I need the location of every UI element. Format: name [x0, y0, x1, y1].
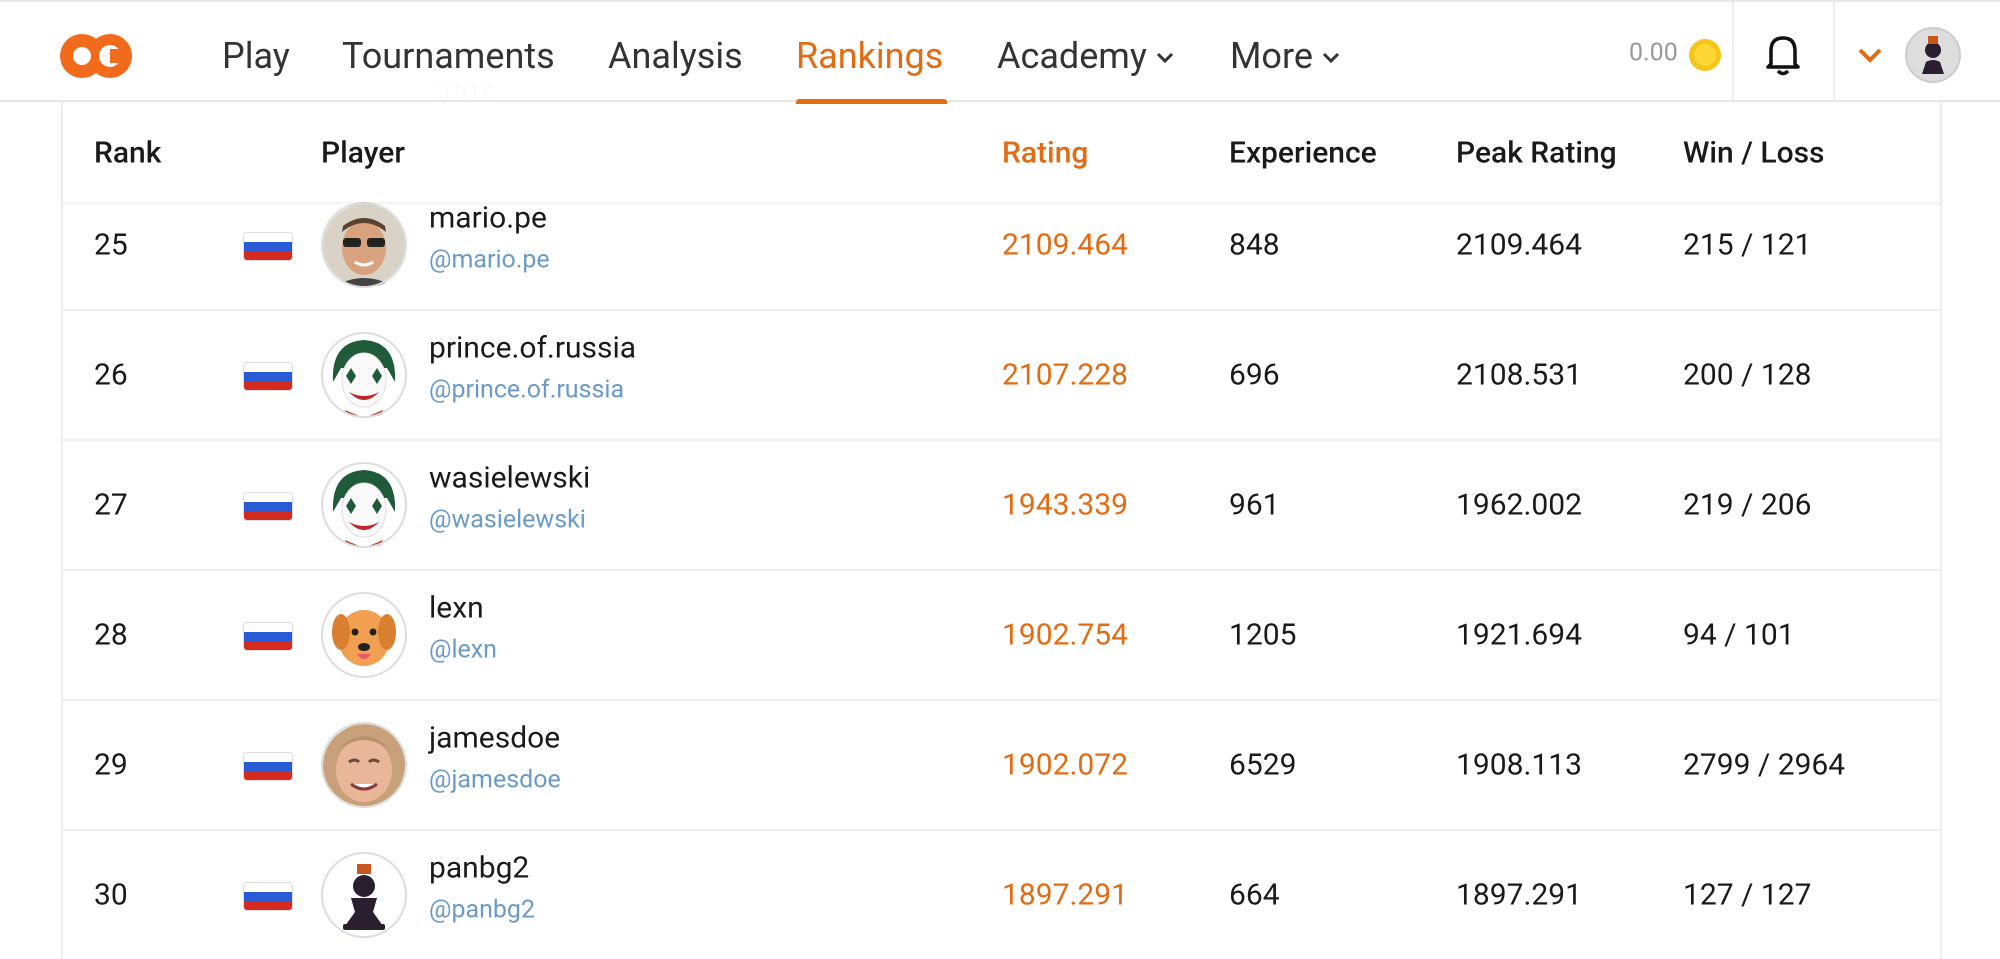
win-loss: 215 / 121	[1683, 227, 1812, 263]
flag	[244, 623, 292, 650]
nav-link[interactable]: Rankings	[796, 35, 944, 77]
player-handle[interactable]: @mario.pe	[429, 245, 550, 275]
experience: 961	[1229, 487, 1280, 523]
win-loss: 200 / 128	[1683, 357, 1812, 393]
divider	[1833, 2, 1835, 102]
nav-link[interactable]: More	[1230, 35, 1341, 77]
flag	[244, 363, 292, 390]
flag	[244, 883, 292, 910]
player-avatar[interactable]	[320, 201, 408, 289]
row-separator	[63, 309, 1940, 311]
logo[interactable]	[58, 32, 134, 80]
flag	[244, 493, 292, 520]
player-name[interactable]: mario.pe	[429, 200, 547, 236]
player-avatar[interactable]	[320, 331, 408, 419]
win-loss: 94 / 101	[1683, 617, 1795, 653]
rating: 2107.228	[1002, 357, 1128, 393]
player-name[interactable]: jamesdoe	[429, 720, 561, 756]
row-separator	[63, 829, 1940, 831]
column-header[interactable]: Player	[321, 135, 405, 171]
experience: 6529	[1229, 747, 1297, 783]
dropdown-chevron	[1156, 53, 1173, 64]
nav-link[interactable]: Analysis	[608, 35, 743, 77]
balance: 0.00	[1629, 38, 1678, 68]
column-header[interactable]: Rating	[1002, 135, 1089, 171]
peak-rating: 2108.531	[1456, 357, 1582, 393]
experience: 696	[1229, 357, 1280, 393]
divider	[1732, 2, 1734, 102]
player-avatar[interactable]	[320, 591, 408, 679]
column-header[interactable]: Rank	[94, 135, 162, 171]
peak-rating: 1921.694	[1456, 617, 1582, 653]
win-loss: 219 / 206	[1683, 487, 1812, 523]
active-underline	[796, 99, 947, 104]
player-handle[interactable]: @wasielewski	[429, 505, 586, 535]
player-name[interactable]: lexn	[429, 590, 484, 626]
player-handle[interactable]: @lexn	[429, 635, 497, 665]
nav-link[interactable]: Tournaments	[342, 35, 555, 77]
rank: 27	[94, 487, 128, 523]
experience: 664	[1229, 877, 1280, 913]
rank: 30	[94, 877, 128, 913]
peak-rating: 2109.464	[1456, 227, 1582, 263]
player-handle[interactable]: @panbg2	[429, 895, 536, 925]
player-avatar[interactable]	[320, 461, 408, 549]
experience: 1205	[1229, 617, 1297, 653]
player-handle[interactable]: @prince.of.russia	[429, 375, 625, 405]
rating: 2109.464	[1002, 227, 1128, 263]
column-header[interactable]: Experience	[1229, 135, 1377, 171]
rating: 1902.072	[1002, 747, 1128, 783]
rank: 25	[94, 227, 128, 263]
win-loss: 2799 / 2964	[1683, 747, 1846, 783]
peak-rating: 1908.113	[1456, 747, 1582, 783]
column-header[interactable]: Win / Loss	[1683, 135, 1825, 171]
win-loss: 127 / 127	[1683, 877, 1812, 913]
account-menu-toggle[interactable]	[1857, 47, 1883, 65]
player-avatar[interactable]	[320, 721, 408, 809]
rating: 1943.339	[1002, 487, 1128, 523]
table-header: Rank Player Rating Experience Peak Rating Win…	[61, 104, 1942, 202]
flag	[244, 753, 292, 780]
nav-link[interactable]: Play	[222, 35, 290, 77]
row-separator	[63, 439, 1940, 441]
player-name[interactable]: wasielewski	[429, 460, 591, 496]
rating: 1897.291	[1002, 877, 1128, 913]
user-avatar[interactable]	[1904, 26, 1962, 84]
rankings-table: chox 25mario.pe@mario.pe2109.4648482109.…	[61, 0, 1942, 959]
player-handle[interactable]: @jamesdoe	[429, 765, 561, 795]
rank: 26	[94, 357, 128, 393]
coin-icon	[1689, 39, 1721, 71]
nav-link[interactable]: Academy	[997, 35, 1175, 77]
player-name[interactable]: panbg2	[429, 850, 530, 886]
rank: 28	[94, 617, 128, 653]
dropdown-chevron	[1322, 53, 1339, 64]
flag	[244, 233, 292, 260]
row-separator	[63, 569, 1940, 571]
peak-rating: 1962.002	[1456, 487, 1582, 523]
experience: 848	[1229, 227, 1280, 263]
player-avatar[interactable]	[320, 851, 408, 939]
notifications-button[interactable]	[1763, 32, 1803, 76]
peak-rating: 1897.291	[1456, 877, 1582, 913]
top-nav: Play Tournaments Analysis Rankings Academy Mo…	[0, 0, 2000, 104]
column-header[interactable]: Peak Rating	[1456, 135, 1617, 171]
player-name[interactable]: prince.of.russia	[429, 330, 637, 366]
rating: 1902.754	[1002, 617, 1128, 653]
rank: 29	[94, 747, 128, 783]
row-separator	[63, 699, 1940, 701]
